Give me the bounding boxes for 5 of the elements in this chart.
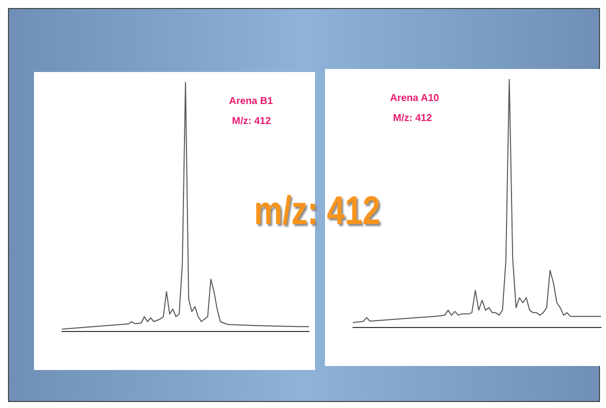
annotation: M/z: 412 [232,116,271,127]
annotation: Arena A10 [390,93,440,104]
annotation: Arena B1 [229,96,273,107]
text: m/z: 412 [254,189,380,234]
annotation: M/z: 412 [393,113,432,124]
